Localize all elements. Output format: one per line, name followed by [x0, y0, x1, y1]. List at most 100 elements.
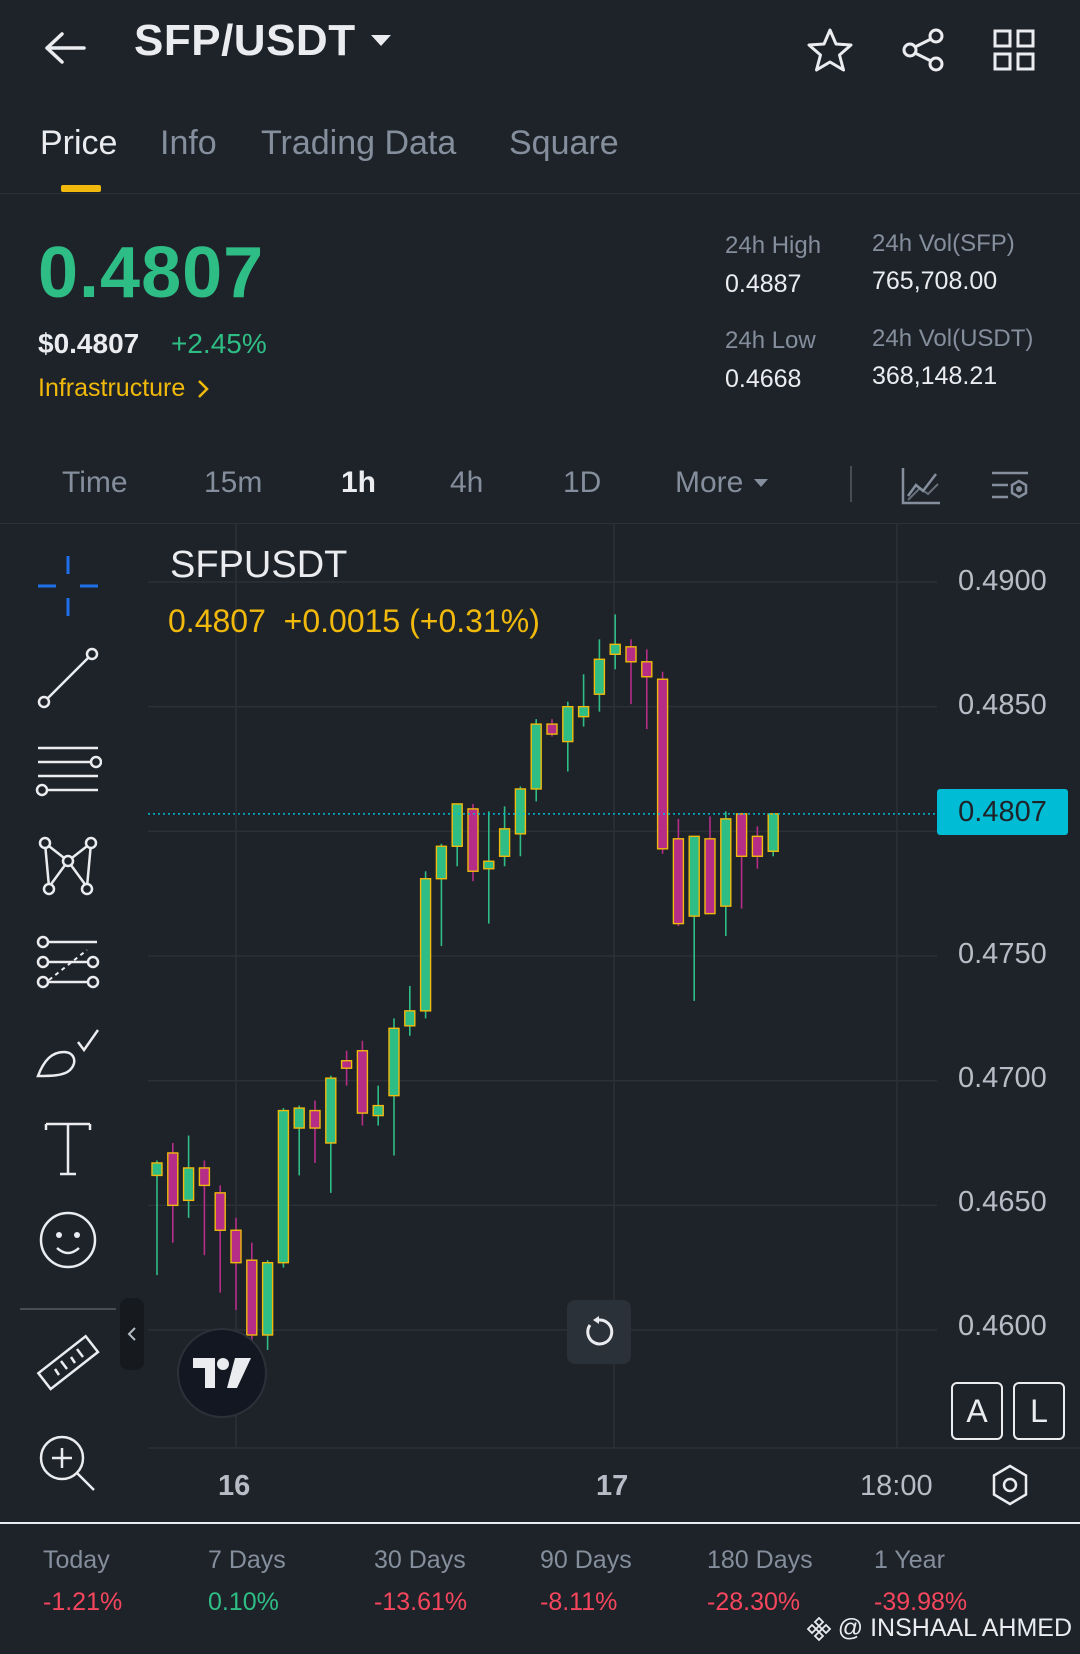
refresh-icon	[586, 1316, 614, 1346]
tab-price[interactable]: Price	[40, 124, 118, 162]
collapse-toolbar-handle[interactable]	[120, 1298, 144, 1370]
tab-square[interactable]: Square	[509, 124, 619, 162]
candle-body	[562, 705, 574, 743]
chart-area[interactable]	[0, 524, 1080, 1520]
candle-body	[467, 808, 479, 872]
toolbar-divider	[20, 1308, 116, 1310]
vol-base-value: 765,708.00	[872, 267, 998, 295]
perf-value: -8.11%	[540, 1588, 618, 1616]
pair-selector[interactable]: SFP/USDT	[134, 16, 392, 66]
pattern-icon[interactable]	[28, 826, 108, 906]
candle-body	[388, 1027, 400, 1097]
candle-body	[435, 845, 448, 880]
candle-body	[246, 1259, 258, 1336]
category-link[interactable]: Infrastructure	[38, 374, 210, 403]
active-tab-indicator	[61, 185, 101, 192]
current-price-tag: 0.4807	[937, 789, 1068, 835]
y-tick-label: 0.4650	[958, 1186, 1047, 1218]
indicator-icon[interactable]	[895, 460, 947, 512]
share-icon[interactable]	[893, 22, 953, 78]
fib-retracement-icon[interactable]	[28, 922, 108, 1002]
reset-chart-button[interactable]	[567, 1300, 631, 1364]
perf-label: 90 Days	[540, 1546, 632, 1574]
tradingview-logo	[177, 1328, 267, 1418]
candle-body	[151, 1162, 163, 1177]
interval-1d[interactable]: 1D	[563, 466, 602, 499]
candle-body	[672, 838, 685, 925]
y-tick-label: 0.4700	[958, 1062, 1047, 1094]
low-value: 0.4668	[725, 365, 802, 393]
zoom-in-icon[interactable]	[28, 1424, 108, 1504]
interval-more-label: More	[675, 466, 744, 499]
price-change: +2.45%	[171, 328, 267, 359]
candle-body	[609, 643, 621, 656]
candle-body	[720, 818, 732, 907]
high-value: 0.4887	[725, 270, 802, 298]
x-tick-label: 17	[596, 1470, 629, 1502]
divider	[850, 466, 852, 502]
candle-body	[230, 1229, 242, 1264]
candlestick-chart[interactable]	[0, 524, 1080, 1520]
candle-body	[214, 1192, 226, 1231]
crosshair-icon[interactable]	[28, 546, 108, 626]
emoji-icon[interactable]	[28, 1200, 108, 1280]
horizontal-lines-icon[interactable]	[28, 732, 108, 812]
candle-body	[451, 803, 463, 847]
interval-time[interactable]: Time	[62, 466, 128, 499]
candle-body	[483, 860, 495, 870]
chevron-right-icon	[198, 379, 210, 398]
text-tool-icon[interactable]	[28, 1108, 108, 1188]
candle-body	[530, 723, 542, 790]
tab-info[interactable]: Info	[160, 124, 217, 162]
tab-trading-data[interactable]: Trading Data	[261, 124, 457, 162]
perf-label: Today	[43, 1546, 110, 1574]
perf-label: 30 Days	[374, 1546, 466, 1574]
candle-body	[751, 835, 764, 857]
candle-body	[372, 1104, 384, 1117]
tab-bar: Price Info Trading Data Square	[0, 110, 1080, 194]
candle-body	[641, 661, 653, 678]
trend-line-icon[interactable]	[28, 638, 108, 718]
log-scale-label: L	[1030, 1392, 1048, 1429]
low-label: 24h Low	[725, 327, 816, 354]
vol-quote-value: 368,148.21	[872, 362, 998, 390]
performance-row: Today -1.21% 7 Days 0.10% 30 Days -13.61…	[0, 1522, 1080, 1654]
perf-value: -1.21%	[43, 1588, 123, 1616]
candle-body	[309, 1109, 321, 1129]
usd-price: $0.4807	[38, 328, 140, 359]
high-label: 24h High	[725, 232, 822, 259]
interval-15m[interactable]: 15m	[204, 466, 263, 499]
perf-value: -13.61%	[374, 1588, 468, 1616]
brush-icon[interactable]	[28, 1012, 108, 1092]
star-icon[interactable]	[800, 22, 860, 78]
pair-name: SFP/USDT	[134, 16, 356, 65]
category-label: Infrastructure	[38, 374, 186, 402]
candle-body	[593, 658, 606, 695]
caret-down-icon	[754, 479, 769, 487]
binance-logo-icon	[806, 1616, 832, 1641]
auto-scale-button[interactable]: A	[951, 1382, 1003, 1440]
chart-settings-icon[interactable]	[985, 460, 1037, 512]
candle-body	[625, 646, 637, 663]
axis-settings-icon[interactable]	[985, 1460, 1035, 1510]
watermark-text: @ INSHAAL AHMED	[837, 1614, 1072, 1642]
perf-value: -39.98%	[874, 1588, 968, 1616]
log-scale-button[interactable]: L	[1013, 1382, 1065, 1440]
y-tick-label: 0.4600	[958, 1310, 1047, 1342]
back-arrow-icon[interactable]	[36, 20, 92, 76]
interval-4h[interactable]: 4h	[450, 466, 484, 499]
perf-value: 0.10%	[208, 1588, 279, 1616]
auto-scale-label: A	[966, 1392, 988, 1429]
candle-body	[498, 828, 511, 857]
candle-body	[688, 835, 700, 917]
vol-base-label: 24h Vol(SFP)	[872, 230, 1015, 257]
caret-down-icon	[370, 35, 391, 46]
candle-body	[546, 723, 558, 735]
candle-body	[404, 1010, 416, 1027]
interval-more[interactable]: More	[675, 466, 769, 500]
y-tick-label: 0.4750	[958, 938, 1047, 970]
candle-body	[198, 1167, 211, 1187]
interval-1h[interactable]: 1h	[341, 466, 377, 499]
grid-icon[interactable]	[984, 22, 1044, 78]
ruler-icon[interactable]	[28, 1324, 108, 1404]
